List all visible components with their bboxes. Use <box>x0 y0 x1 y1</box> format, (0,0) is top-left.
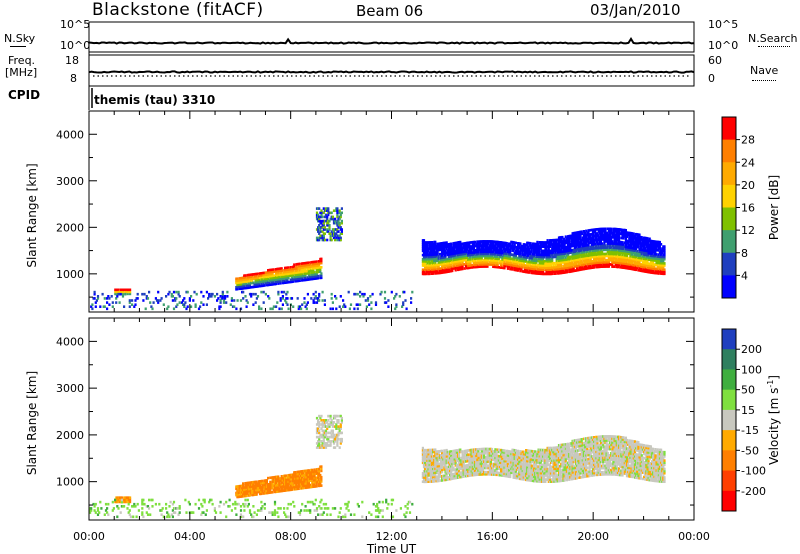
colorbar-label: Power [dB] <box>767 175 781 240</box>
power-echo-region-0 <box>114 288 132 296</box>
freq-tick-bottom: 8 <box>70 72 77 85</box>
nave-legend-dots <box>752 80 776 81</box>
noise-tick-left-top: 10^5 <box>60 18 91 31</box>
velocity-echo-region-1 <box>235 465 323 499</box>
freq-nave-panel-trace <box>88 70 695 74</box>
colorbar-swatch <box>722 207 736 231</box>
power-echo-region-4 <box>90 290 414 311</box>
colorbar-label: Velocity [m s-1] <box>766 375 781 465</box>
colorbar-swatch <box>722 349 736 370</box>
colorbar-swatch <box>722 430 736 451</box>
colorbar-tick-label: -50 <box>741 444 759 457</box>
velocity-echo-region-0 <box>114 496 132 504</box>
colorbar-tick-label: -200 <box>741 485 766 498</box>
y-tick-label: 3000 <box>56 175 84 188</box>
freq-tick-top: 18 <box>65 54 79 67</box>
nave-tick-bottom: 0 <box>708 72 715 85</box>
colorbar-tick-label: 100 <box>741 363 762 376</box>
y-tick-label: 2000 <box>56 221 84 234</box>
cpid-label: CPID <box>8 88 41 102</box>
nsky-label: N.Sky <box>4 32 36 45</box>
colorbar-tick-label: 28 <box>741 134 755 147</box>
colorbar-tick-label: 16 <box>741 202 755 215</box>
colorbar-swatch <box>722 490 736 512</box>
colorbar-swatch <box>722 389 736 411</box>
colorbar-swatch <box>722 162 736 186</box>
x-tick-label: 12:00 <box>376 530 408 543</box>
nsearch-legend-dots <box>758 46 790 47</box>
y-tick-label: 2000 <box>56 429 84 442</box>
colorbar-tick-label: 4 <box>741 269 748 282</box>
colorbar-swatch <box>722 470 736 492</box>
freq-nave-panel <box>88 54 695 87</box>
velocity-echo-region-3 <box>421 435 666 484</box>
power-panel <box>90 207 666 311</box>
velocity-echo-region-2 <box>315 414 343 449</box>
y-axis-label: Slant Range [km] <box>25 371 39 475</box>
noise-tick-right-bottom: 10^0 <box>708 39 739 52</box>
colorbar-tick-label: 50 <box>741 384 755 397</box>
colorbar-swatch <box>722 139 736 163</box>
y-tick-label: 1000 <box>56 476 84 489</box>
power-panel-frame <box>88 110 695 313</box>
colorbar-tick-label: 15 <box>741 404 755 417</box>
colorbar-swatch <box>722 450 736 472</box>
power-echo-region-2 <box>315 207 343 242</box>
nsky-legend-line <box>10 46 26 47</box>
x-tick-label: 16:00 <box>476 530 508 543</box>
x-tick-label: 08:00 <box>275 530 307 543</box>
x-tick-label: 20:00 <box>577 530 609 543</box>
velocity-panel-frame <box>88 317 695 521</box>
colorbar-swatch <box>722 275 736 299</box>
x-tick-label: 04:00 <box>174 530 206 543</box>
power-echo-region-1 <box>235 257 323 291</box>
x-axis-label: Time UT <box>366 542 417 554</box>
power-echo-region-3 <box>421 227 666 276</box>
colorbar-frame <box>721 328 737 512</box>
colorbar-tick-label: 8 <box>741 247 748 260</box>
nave-label: Nave <box>750 64 779 77</box>
nsearch-label: N.Search <box>748 32 798 45</box>
colorbar-swatch <box>722 329 736 350</box>
nave-tick-top: 60 <box>708 54 722 67</box>
x-tick-label: 00:00 <box>678 530 710 543</box>
colorbar-swatch <box>722 369 736 391</box>
noise-tick-left-bottom: 10^0 <box>60 39 91 52</box>
colorbar-tick-label: 200 <box>741 343 762 356</box>
y-tick-label: 1000 <box>56 268 84 281</box>
noise-tick-right-top: 10^5 <box>708 18 739 31</box>
colorbar-tick-label: -100 <box>741 465 766 478</box>
noise-panel-trace <box>88 36 695 45</box>
y-tick-label: 4000 <box>56 128 84 141</box>
velocity-echo-region-4 <box>89 498 414 519</box>
y-axis-label: Slant Range [km] <box>25 163 39 267</box>
y-tick-label: 3000 <box>56 382 84 395</box>
beam-label: Beam 06 <box>356 2 424 20</box>
freq-unit-label: [MHz] <box>5 66 38 79</box>
site-title: Blackstone (fitACF) <box>92 0 264 20</box>
colorbar-swatch <box>722 184 736 208</box>
cpid-value: themis (tau) 3310 <box>94 93 216 107</box>
y-tick-label: 4000 <box>56 335 84 348</box>
colorbar-tick-label: -15 <box>741 424 759 437</box>
date-label: 03/Jan/2010 <box>590 1 681 19</box>
noise-panel <box>88 21 695 53</box>
freq-label: Freq. <box>8 54 36 67</box>
colorbar-swatch <box>722 252 736 276</box>
colorbar-swatch <box>722 409 736 431</box>
colorbar-swatch <box>722 230 736 254</box>
colorbar-tick-label: 24 <box>741 156 755 169</box>
colorbar-swatch <box>722 117 736 141</box>
x-tick-label: 00:00 <box>73 530 105 543</box>
velocity-panel <box>89 414 666 519</box>
colorbar-tick-label: 12 <box>741 224 755 237</box>
colorbar-tick-label: 20 <box>741 179 755 192</box>
